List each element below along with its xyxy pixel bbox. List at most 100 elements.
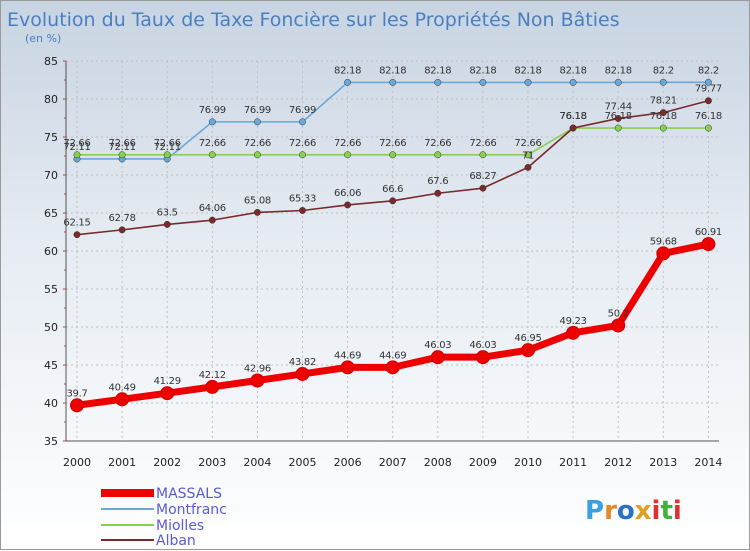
axes: 35 40 45 50 55 60 65 70 75 80 85 2000 2001 2002 2003 20… — [44, 55, 722, 469]
data-point — [569, 124, 577, 132]
legend-label-massals: MASSALS — [156, 486, 222, 502]
data-point — [701, 237, 716, 252]
x-tick-label: 2001 — [108, 456, 136, 469]
y-tick-label: 65 — [44, 207, 58, 220]
data-label: 59.68 — [650, 236, 677, 247]
data-label: 46.03 — [424, 340, 451, 351]
proxiti-logo: Proxiti — [585, 496, 682, 526]
data-label: 40.49 — [109, 382, 136, 393]
data-label: 67.6 — [427, 176, 448, 187]
x-tick-label: 2014 — [694, 456, 722, 469]
data-label: 72.66 — [424, 138, 451, 149]
x-tick-label: 2003 — [198, 456, 226, 469]
data-label: 44.69 — [334, 350, 361, 361]
data-label: 72.66 — [334, 138, 361, 149]
y-tick-label: 55 — [44, 283, 58, 296]
data-label: 76.99 — [199, 105, 226, 116]
data-point — [208, 216, 216, 224]
data-label: 82.18 — [424, 65, 451, 76]
data-label: 82.18 — [514, 65, 541, 76]
data-point — [611, 318, 626, 333]
data-label: 65.08 — [244, 195, 271, 206]
data-point — [253, 208, 261, 216]
x-tick-label: 2012 — [604, 456, 632, 469]
y-tick-label: 35 — [44, 435, 58, 448]
data-point — [299, 118, 306, 126]
x-tick-label: 2013 — [649, 456, 677, 469]
data-point — [614, 78, 622, 86]
data-label: 64.06 — [199, 203, 226, 214]
data-point — [385, 360, 400, 375]
data-label: 82.18 — [560, 65, 587, 76]
data-point — [479, 78, 487, 86]
data-label: 72.66 — [154, 138, 181, 149]
data-point — [434, 78, 442, 86]
data-point — [160, 386, 175, 401]
y-tick-label: 45 — [44, 359, 58, 372]
series-group — [70, 78, 716, 413]
data-point — [659, 124, 667, 132]
x-tick-label: 2002 — [153, 456, 181, 469]
data-point — [70, 398, 84, 413]
data-label: 72.66 — [514, 138, 541, 149]
data-point — [344, 151, 352, 159]
x-tick-label: 2008 — [424, 456, 452, 469]
data-label: 82.18 — [605, 65, 632, 76]
data-point — [524, 151, 532, 159]
data-label: 72.66 — [199, 138, 226, 149]
data-label: 76.18 — [650, 111, 677, 122]
data-point — [656, 246, 671, 261]
data-point — [475, 350, 490, 365]
data-label: 71 — [522, 150, 534, 161]
data-point — [115, 392, 130, 407]
data-point — [205, 379, 220, 394]
y-tick-label: 50 — [44, 321, 58, 334]
data-point — [614, 124, 622, 132]
data-point — [340, 360, 355, 375]
data-point — [389, 78, 397, 86]
data-label: 72.66 — [244, 138, 271, 149]
data-label: 65.33 — [289, 193, 316, 204]
data-label: 76.18 — [605, 111, 632, 122]
data-label: 76.99 — [289, 105, 316, 116]
y-axis-label: (en %) — [25, 32, 61, 45]
x-tick-label: 2009 — [469, 456, 497, 469]
data-label: 77.44 — [605, 101, 632, 112]
data-label: 39.7 — [66, 388, 87, 399]
data-label: 76.99 — [244, 105, 271, 116]
legend-label-montfranc: Montfranc — [156, 502, 227, 518]
x-tick-label: 2005 — [289, 456, 317, 469]
data-label: 82.18 — [469, 65, 496, 76]
data-point — [253, 118, 261, 126]
data-point — [163, 220, 171, 228]
data-label: 72.66 — [109, 138, 136, 149]
data-point — [569, 78, 577, 86]
data-point — [479, 184, 487, 192]
data-point — [659, 78, 667, 86]
data-label: 82.2 — [653, 65, 674, 76]
data-point — [434, 151, 442, 159]
data-label: 82.18 — [379, 65, 406, 76]
data-label: 66.06 — [334, 188, 361, 199]
data-label: 43.82 — [289, 357, 316, 368]
data-point — [430, 350, 445, 365]
data-label: 72.11 — [109, 142, 136, 153]
data-point — [118, 151, 126, 159]
data-point — [73, 231, 81, 239]
legend-label-miolles: Miolles — [156, 518, 204, 534]
data-point — [73, 151, 81, 159]
data-point — [118, 226, 126, 234]
y-tick-label: 40 — [44, 397, 58, 410]
y-tick-label: 70 — [44, 169, 58, 182]
data-label: 72.11 — [154, 142, 181, 153]
x-tick-label: 2004 — [243, 456, 271, 469]
data-label: 42.12 — [199, 370, 226, 381]
data-label: 76.18 — [560, 111, 587, 122]
data-point — [389, 151, 397, 159]
chart-title: Evolution du Taux de Taxe Foncière sur l… — [7, 9, 620, 31]
legend-label-alban: Alban — [156, 533, 196, 549]
data-point — [614, 115, 622, 122]
data-point — [250, 373, 265, 388]
